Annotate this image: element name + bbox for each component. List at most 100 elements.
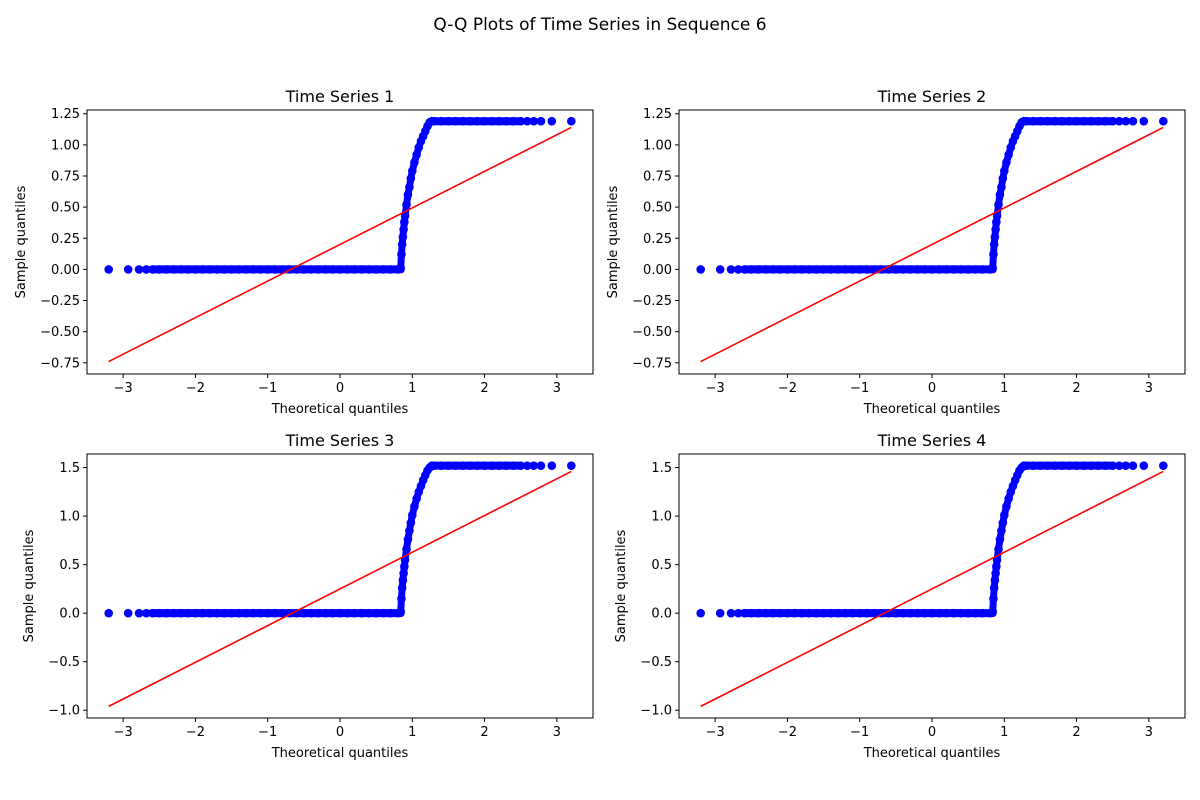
qq-point xyxy=(942,608,951,618)
panel-title: Time Series 2 xyxy=(877,87,987,106)
x-tick-label: 3 xyxy=(1145,381,1153,396)
qq-point xyxy=(1065,461,1074,470)
panels: Time Series 1−3 −2 −1 0 1 2 3−0.75−0.50−0.250.… xyxy=(14,87,1186,761)
qq-point xyxy=(971,265,980,274)
qq-point xyxy=(407,166,417,176)
qq-point xyxy=(819,265,828,274)
qq-point xyxy=(371,265,381,274)
qq-point xyxy=(212,608,222,618)
qq-point xyxy=(768,608,778,618)
qq-point xyxy=(783,608,792,618)
x-axis-label: Theoretical quantiles xyxy=(863,402,1001,417)
qq-point xyxy=(997,182,1006,192)
qq-point xyxy=(991,569,1000,578)
qq-point xyxy=(241,265,251,274)
qq-point xyxy=(248,265,258,274)
qq-point xyxy=(169,265,179,274)
y-tick-label: 0.5 xyxy=(651,558,672,573)
panel-2: Time Series 2 −3 −2 −1 0 1 2 3 −0.75 −0.50 −0.25 0.… xyxy=(606,87,1186,417)
qq-point xyxy=(746,608,756,618)
qq-point xyxy=(412,150,421,160)
qq-point xyxy=(927,265,937,274)
qq-point xyxy=(848,608,857,618)
qq-point xyxy=(123,608,133,618)
qq-point xyxy=(299,265,309,274)
qq-point xyxy=(898,608,908,618)
y-axis-label: Sample quantiles xyxy=(614,529,629,642)
qq-point xyxy=(429,116,439,126)
qq-point xyxy=(906,265,915,274)
qq-point xyxy=(1086,461,1096,470)
y-tick-label: 1.00 xyxy=(643,138,672,153)
y-tick-label: 1.0 xyxy=(651,510,672,525)
data-layer xyxy=(104,116,576,363)
y-tick-label: 0.00 xyxy=(51,263,80,278)
qq-point xyxy=(840,608,850,618)
qq-point xyxy=(1159,116,1168,126)
qq-point xyxy=(855,265,865,274)
panel-title: Time Series 4 xyxy=(877,431,987,450)
qq-point xyxy=(248,608,258,618)
reference-line xyxy=(108,470,572,708)
qq-point xyxy=(509,461,518,470)
qq-point xyxy=(191,265,200,274)
x-tick-label: −1 xyxy=(258,725,277,740)
qq-point xyxy=(994,200,1003,209)
qq-point xyxy=(444,116,453,126)
y-tick-label: 0.50 xyxy=(643,201,672,216)
qq-point xyxy=(256,265,265,274)
qq-point xyxy=(869,265,879,274)
qq-point xyxy=(547,461,557,470)
x-tick-label: −2 xyxy=(186,725,205,740)
qq-point xyxy=(465,461,475,470)
y-tick-label: −0.50 xyxy=(632,325,672,340)
qq-point xyxy=(509,116,518,126)
qq-point xyxy=(804,608,814,618)
y-tick-label: −0.75 xyxy=(40,356,80,371)
y-tick-label: 1.0 xyxy=(59,510,80,525)
y-tick-label: −0.25 xyxy=(40,294,80,309)
x-tick-label: −3 xyxy=(114,381,133,396)
qq-point xyxy=(357,608,366,618)
qq-point xyxy=(1086,116,1096,126)
qq-point xyxy=(234,608,244,618)
qq-point xyxy=(783,265,792,274)
qq-point xyxy=(314,608,323,618)
qq-point xyxy=(1121,116,1131,126)
qq-point xyxy=(473,461,482,470)
qq-point xyxy=(1021,461,1031,470)
y-tick-label: 0.50 xyxy=(51,201,80,216)
qq-point xyxy=(746,265,756,274)
x-tick-label: −3 xyxy=(706,725,725,740)
qq-point xyxy=(942,265,951,274)
qq-point xyxy=(403,535,413,544)
qq-point xyxy=(458,461,468,470)
reference-line xyxy=(700,470,1164,708)
y-tick-label: −1.0 xyxy=(48,704,80,719)
x-tick-label: −1 xyxy=(258,381,277,396)
qq-point xyxy=(1079,116,1089,126)
qq-point xyxy=(1101,461,1110,470)
qq-point xyxy=(292,608,301,618)
qq-point xyxy=(567,461,576,470)
qq-point xyxy=(833,608,843,618)
qq-point xyxy=(997,526,1006,535)
qq-point xyxy=(1004,494,1013,503)
qq-point xyxy=(898,265,908,274)
qq-point xyxy=(1021,116,1031,126)
qq-point xyxy=(891,265,901,274)
qq-point xyxy=(405,182,414,192)
qq-point xyxy=(371,608,381,618)
qq-point xyxy=(169,608,179,618)
qq-point xyxy=(963,265,973,274)
y-tick-label: −0.5 xyxy=(640,655,672,670)
qq-point xyxy=(913,608,922,618)
qq-point xyxy=(920,608,930,618)
x-tick-label: 2 xyxy=(1072,725,1080,740)
qq-point xyxy=(797,265,807,274)
qq-point xyxy=(436,116,446,126)
qq-point xyxy=(1002,158,1011,167)
qq-point xyxy=(862,265,872,274)
x-tick-label: −1 xyxy=(850,725,869,740)
